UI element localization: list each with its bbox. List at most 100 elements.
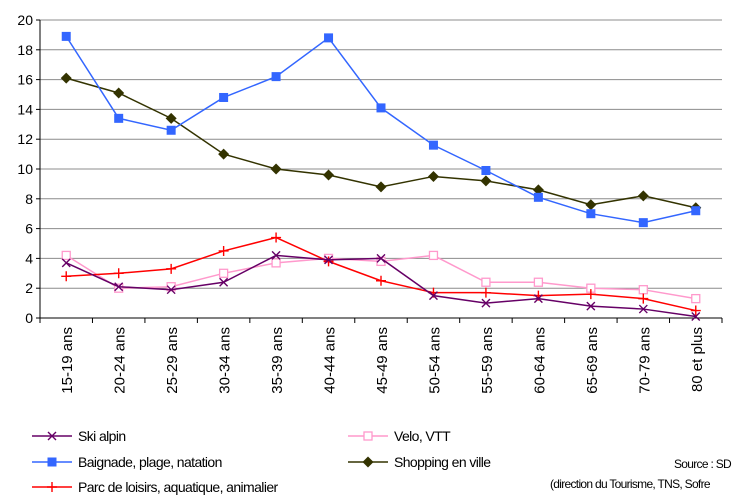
data-point <box>481 277 491 287</box>
data-point <box>47 457 57 467</box>
data-point <box>114 113 124 123</box>
data-point <box>532 184 544 196</box>
data-point <box>427 170 439 182</box>
data-point <box>324 33 334 43</box>
y-tick-label: 14 <box>17 101 33 117</box>
data-point <box>638 304 648 314</box>
data-point <box>219 277 229 287</box>
data-point <box>166 282 176 292</box>
data-point <box>271 232 282 243</box>
data-point <box>114 283 124 293</box>
data-point <box>271 258 281 268</box>
data-point <box>270 163 282 175</box>
data-point <box>219 92 229 102</box>
data-point <box>481 165 491 175</box>
data-point <box>533 294 543 304</box>
data-point <box>323 169 335 181</box>
series-plus <box>61 232 701 316</box>
data-point <box>376 275 386 286</box>
x-tick-label: 65-69 ans <box>584 327 601 394</box>
data-point <box>586 301 596 311</box>
data-point <box>271 250 281 260</box>
data-point <box>166 125 176 135</box>
legend-item-parc-loisirs: Parc de loisirs, aquatique, animalier <box>30 477 278 497</box>
y-tick-label: 18 <box>17 42 33 58</box>
legend-item-velo-vtt: Velo, VTT <box>346 426 451 446</box>
data-point <box>691 312 701 322</box>
source-line-2: (direction du Tourisme, TNS, Sofre <box>550 477 711 491</box>
data-point <box>375 181 387 193</box>
legend-item-ski-alpin: Ski alpin <box>30 426 126 446</box>
data-point <box>166 263 177 274</box>
data-point <box>218 268 229 278</box>
gridlines <box>40 19 722 289</box>
data-point <box>533 192 543 202</box>
y-tick-label: 10 <box>17 161 33 177</box>
data-point <box>61 250 71 261</box>
data-point <box>585 199 597 211</box>
data-point <box>60 72 72 84</box>
data-point <box>428 291 438 301</box>
data-point <box>376 253 386 263</box>
data-point <box>218 245 229 256</box>
x-tick-label: 40-44 ans <box>322 327 339 394</box>
data-point <box>47 431 57 441</box>
data-point <box>362 456 374 468</box>
series-diamond <box>60 72 702 214</box>
y-tick-label: 2 <box>25 280 33 296</box>
legend-label: Ski alpin <box>78 428 126 444</box>
y-tick-labels: 0 2 4 6 8 10 12 14 16 18 20 <box>17 12 33 326</box>
data-point <box>113 268 124 279</box>
data-point <box>586 209 596 219</box>
data-point <box>114 282 124 292</box>
axes <box>36 19 723 323</box>
data-point <box>481 298 491 308</box>
data-point <box>165 112 177 124</box>
data-point <box>324 255 334 265</box>
data-point <box>428 140 438 150</box>
data-point <box>61 271 72 282</box>
x-tick-label: 80 et plus <box>689 327 706 392</box>
data-point <box>363 431 373 441</box>
data-point <box>690 305 701 316</box>
x-tick-label: 45-49 ans <box>374 327 391 394</box>
data-point <box>533 277 544 287</box>
y-tick-label: 16 <box>17 72 33 88</box>
legend-label: Baignade, plage, natation <box>78 454 222 470</box>
legend-item-shopping: Shopping en ville <box>346 452 491 472</box>
y-tick-label: 4 <box>25 250 33 266</box>
data-point <box>113 87 125 99</box>
data-point <box>218 148 230 160</box>
series-lines <box>60 31 702 322</box>
x-tick-label: 60-64 ans <box>531 327 548 394</box>
data-point <box>585 289 596 300</box>
x-tick-label: 20-24 ans <box>112 327 129 394</box>
x-tick-label: 70-79 ans <box>636 327 653 394</box>
legend-marker-open-square-icon <box>348 431 388 441</box>
legend-label: Parc de loisirs, aquatique, animalier <box>78 479 278 495</box>
data-point <box>480 175 492 187</box>
data-point <box>47 482 57 492</box>
data-point <box>376 103 386 113</box>
legend-marker-plus-icon <box>32 482 72 492</box>
series-line <box>66 236 696 312</box>
series-line <box>65 35 696 224</box>
data-point <box>61 31 71 41</box>
source-line-1: Source : SD <box>674 457 732 471</box>
x-tick-label: 55-59 ans <box>479 327 496 394</box>
legend-item-baignade: Baignade, plage, natation <box>30 452 222 472</box>
legend-marker-square-icon <box>32 457 72 467</box>
legend-marker-diamond-icon <box>348 456 388 468</box>
y-tick-label: 8 <box>25 191 33 207</box>
data-point <box>323 256 334 267</box>
data-point <box>61 258 71 268</box>
legend-label: Shopping en ville <box>394 454 491 470</box>
data-point <box>691 206 701 216</box>
data-point <box>638 293 649 304</box>
data-point <box>638 285 648 295</box>
x-tick-label: 15-19 ans <box>59 327 76 394</box>
data-point <box>166 285 176 295</box>
data-point <box>638 218 648 228</box>
x-tick-label: 30-34 ans <box>217 327 234 394</box>
